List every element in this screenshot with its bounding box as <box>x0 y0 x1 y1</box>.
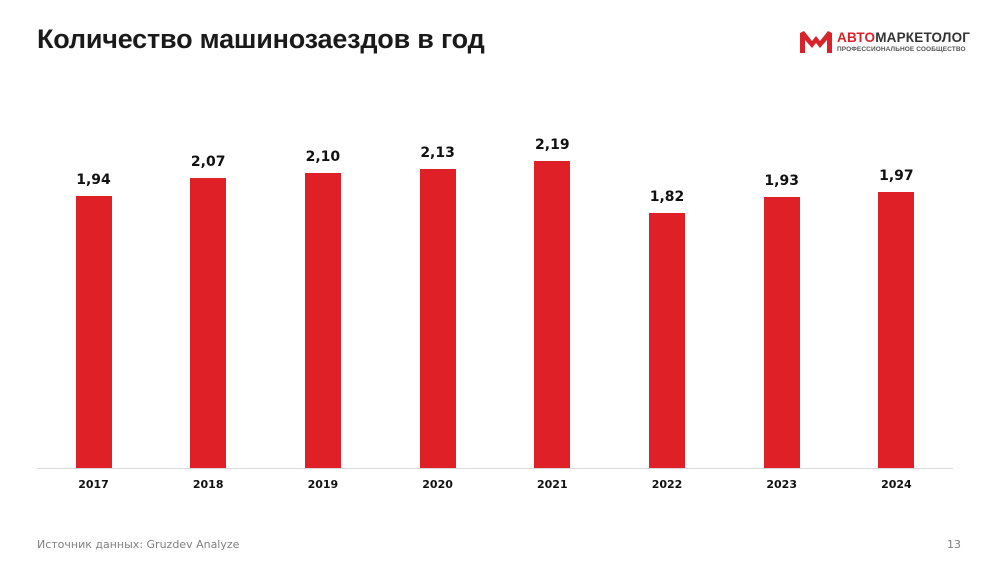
data-source: Источник данных: Gruzdev Analyze <box>37 538 240 551</box>
bar-2024 <box>878 191 915 468</box>
bar-2022 <box>649 212 685 468</box>
bar-2017 <box>75 195 112 468</box>
brand-subtitle: ПРОФЕССИОНАЛЬНОЕ СООБЩЕСТВО <box>837 46 966 53</box>
bar-2020 <box>419 169 456 468</box>
brand-name: АВТОМАРКЕТОЛОГ <box>837 30 971 45</box>
value-label-2021: 2,19 <box>535 136 570 153</box>
x-axis-line <box>37 468 953 469</box>
x-tick-label-2020: 2020 <box>422 478 453 491</box>
brand-logo: АВТОМАРКЕТОЛОГ ПРОФЕССИОНАЛЬНОЕ СООБЩЕСТ… <box>800 29 970 59</box>
x-tick-label-2024: 2024 <box>881 478 912 491</box>
bar-2018 <box>190 177 227 468</box>
x-tick-label-2021: 2021 <box>536 478 568 491</box>
value-label-2017: 1,94 <box>76 171 111 188</box>
value-label-2018: 2,07 <box>190 153 226 170</box>
x-tick-label-2022: 2022 <box>651 478 683 491</box>
am-logo-icon <box>800 31 832 53</box>
value-label-2022: 1,82 <box>649 188 685 205</box>
value-label-2019: 2,10 <box>305 149 341 166</box>
x-tick-label-2023: 2023 <box>766 478 797 491</box>
value-label-2020: 2,13 <box>420 145 455 162</box>
bar-2021 <box>534 160 571 468</box>
page-number: 13 <box>947 538 961 551</box>
x-tick-label-2019: 2019 <box>307 478 339 491</box>
x-tick-label-2018: 2018 <box>192 478 224 491</box>
bar-2019 <box>304 173 341 468</box>
x-tick-label-2017: 2017 <box>78 478 109 491</box>
value-label-2024: 1,97 <box>879 167 914 184</box>
page-title: Количество машинозаездов в год <box>37 24 485 54</box>
bar-2023 <box>763 197 800 468</box>
value-label-2023: 1,93 <box>764 173 799 190</box>
